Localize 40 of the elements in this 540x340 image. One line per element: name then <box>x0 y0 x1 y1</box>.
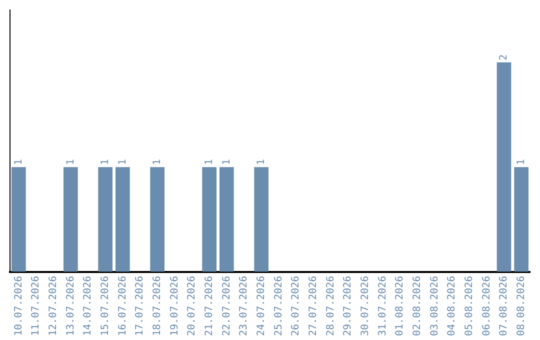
x-tick-label: 08.08.2026 <box>516 276 527 336</box>
x-tick-label: 02.08.2026 <box>412 276 423 336</box>
data-label: 1 <box>152 159 163 166</box>
x-tick-label: 20.07.2026 <box>186 276 198 336</box>
x-tick-label: 25.07.2026 <box>273 276 284 336</box>
data-label: 1 <box>256 159 267 166</box>
x-tick-label: 13.07.2026 <box>65 276 76 336</box>
x-tick-label: 27.07.2026 <box>308 276 319 336</box>
x-tick-label: 29.07.2026 <box>342 276 354 336</box>
x-tick-label: 12.07.2026 <box>48 276 59 336</box>
x-tick-label: 24.07.2026 <box>256 276 267 336</box>
data-label: 1 <box>65 159 76 166</box>
x-tick-label: 31.07.2026 <box>377 276 388 336</box>
data-label: 2 <box>498 54 510 60</box>
data-label: 1 <box>100 159 111 166</box>
x-tick-label: 05.08.2026 <box>464 276 475 336</box>
data-label: 1 <box>221 159 232 166</box>
x-tick-label: 18.07.2026 <box>152 276 163 336</box>
data-label: 1 <box>13 159 24 166</box>
x-tick-label: 11.07.2026 <box>30 276 42 336</box>
x-tick-label: 22.07.2026 <box>221 276 232 336</box>
x-tick-label: 15.07.2026 <box>100 276 111 336</box>
x-tick-label: 16.07.2026 <box>117 276 128 336</box>
x-tick-label: 14.07.2026 <box>82 276 94 336</box>
data-label: 1 <box>204 159 215 166</box>
x-tick-label: 23.07.2026 <box>238 276 250 336</box>
x-tick-label: 30.07.2026 <box>360 276 371 336</box>
data-label: 1 <box>117 159 128 166</box>
x-tick-label: 07.08.2026 <box>498 276 510 336</box>
x-tick-label: 21.07.2026 <box>204 276 215 336</box>
data-label: 1 <box>516 159 527 166</box>
x-tick-label: 01.08.2026 <box>394 276 406 336</box>
x-tick-label: 17.07.2026 <box>134 276 146 336</box>
x-tick-label: 28.07.2026 <box>325 276 336 336</box>
x-tick-label: 26.07.2026 <box>290 276 302 336</box>
x-tick-label: 06.08.2026 <box>481 276 492 336</box>
x-tick-label: 10.07.2026 <box>13 276 24 336</box>
x-tick-label: 03.08.2026 <box>429 276 440 336</box>
x-tick-label: 04.08.2026 <box>446 276 458 336</box>
x-tick-label: 19.07.2026 <box>169 276 180 336</box>
